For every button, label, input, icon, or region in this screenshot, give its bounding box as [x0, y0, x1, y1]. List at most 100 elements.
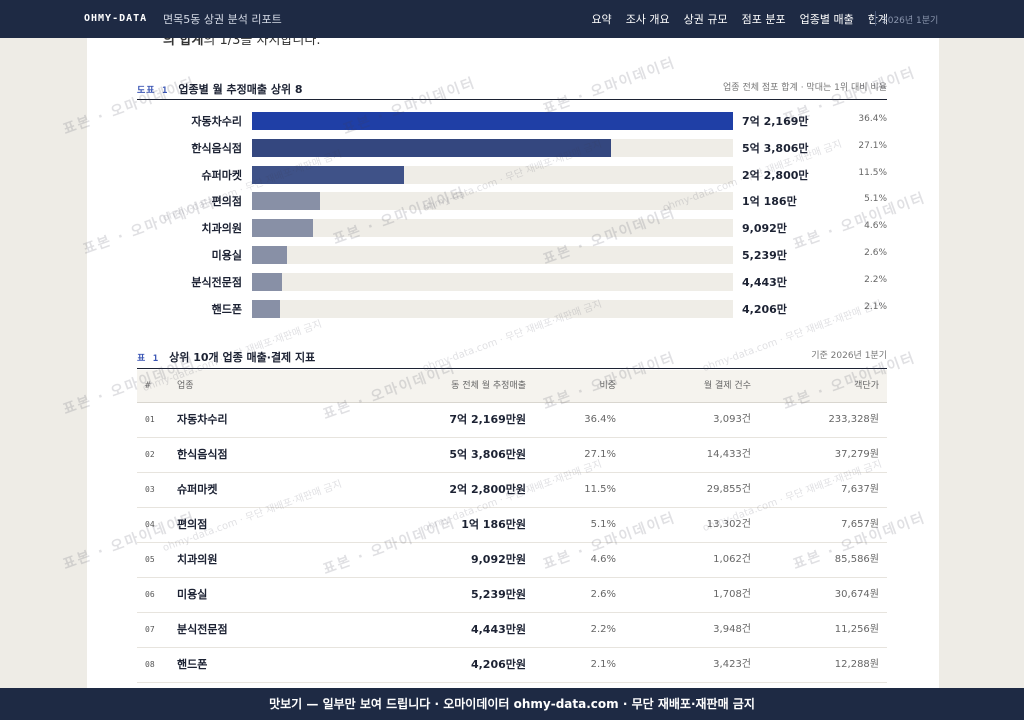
nav-link-scale[interactable]: 상권 규모	[683, 13, 728, 26]
bar-share-label: 4.6%	[864, 221, 887, 232]
cell-avg-ticket: 12,288원	[834, 659, 879, 670]
bar-value-label: 4,206만	[742, 302, 787, 316]
cell-rank: 02	[145, 450, 155, 459]
bar-track	[252, 299, 733, 318]
bar-row: 슈퍼마켓 2억 2,800만 11.5%	[137, 164, 887, 186]
bar	[252, 219, 313, 238]
bar-row: 핸드폰 4,206만 2.1%	[137, 298, 887, 320]
bar-value-label: 7억 2,169만	[742, 115, 809, 128]
cell-avg-ticket: 233,328원	[828, 414, 879, 425]
bar	[252, 112, 733, 130]
bar-category-label: 편의점	[211, 195, 242, 209]
bar-share-label: 2.6%	[864, 248, 887, 258]
cell-share: 27.1%	[584, 449, 616, 460]
cell-share: 2.2%	[590, 624, 616, 635]
figure-note: 업종 전체 점포 합계 · 막대는 1위 대비 비율	[723, 83, 887, 93]
nav-links: 요약 조사 개요 상권 규모 점포 분포 업종별 매출 한계	[577, 11, 888, 27]
bar-value-label: 5,239만	[742, 249, 787, 262]
table-body: 01 자동차수리 7억 2,169만원 36.4% 3,093건 233,328원 02 한식…	[137, 403, 887, 683]
col-header-rank: #	[145, 381, 151, 391]
cell-rank: 05	[145, 555, 155, 564]
nav-link-distribution[interactable]: 점포 분포	[741, 13, 786, 26]
cell-share: 36.4%	[584, 414, 616, 425]
cell-rank: 08	[145, 660, 155, 669]
bar-row: 미용실 5,239만 2.6%	[137, 244, 887, 266]
table-row: 04 편의점 1억 186만원 5.1% 13,302건 7,657원	[137, 508, 887, 543]
cell-rank: 07	[145, 625, 155, 634]
cell-sales: 5억 3,806만원	[449, 448, 526, 461]
cell-avg-ticket: 11,256원	[834, 624, 879, 635]
cell-avg-ticket: 37,279원	[834, 449, 879, 460]
report-page: 의 합계의 1/3을 차지합니다. 도표 1 업종별 월 추정매출 상위 8 업종…	[87, 38, 939, 688]
nav-divider	[875, 11, 876, 26]
cell-rank: 04	[145, 520, 155, 529]
figure-title: 업종별 월 추정매출 상위 8	[178, 83, 303, 96]
cell-industry: 자동차수리	[177, 413, 228, 426]
table-row: 03 슈퍼마켓 2억 2,800만원 11.5% 29,855건 7,637원	[137, 473, 887, 508]
preview-banner: 맛보기 — 일부만 보여 드립니다 · 오마이데이터 ohmy-data.com…	[0, 688, 1024, 720]
bar-row: 한식음식점 5억 3,806만 27.1%	[137, 137, 887, 159]
figure-caption: 도표 1 업종별 월 추정매출 상위 8 업종 전체 점포 합계 · 막대는 1위…	[137, 78, 887, 97]
bar-value-label: 4,443만	[742, 275, 787, 289]
cell-share: 2.6%	[590, 589, 616, 600]
table-number: 표 1	[137, 354, 160, 364]
cell-share: 11.5%	[584, 484, 616, 495]
bar	[252, 165, 404, 184]
bar-category-label: 한식음식점	[191, 141, 242, 155]
cell-payments: 14,433건	[706, 449, 751, 460]
table-row: 05 치과의원 9,092만원 4.6% 1,062건 85,586원	[137, 543, 887, 578]
bar-share-label: 2.1%	[864, 301, 887, 312]
col-header-industry: 업종	[177, 381, 194, 391]
cell-rank: 03	[145, 485, 155, 494]
brand-logo[interactable]: OHMY-DATA	[84, 13, 148, 24]
table-rule	[137, 368, 887, 369]
cell-sales: 4,443만원	[470, 623, 526, 636]
bar	[252, 138, 611, 157]
cell-payments: 1,708건	[713, 589, 751, 600]
table-row: 01 자동차수리 7억 2,169만원 36.4% 3,093건 233,328원	[137, 403, 887, 438]
bar-category-label: 핸드폰	[211, 302, 242, 316]
col-header-sales: 동 전체 월 추정매출	[451, 381, 526, 391]
bar-track	[252, 165, 733, 184]
col-header-payments: 월 결제 건수	[703, 381, 751, 391]
bar-category-label: 치과의원	[201, 222, 242, 236]
cell-payments: 29,855건	[706, 484, 751, 495]
bar-track	[252, 219, 733, 238]
banner-text: 맛보기 — 일부만 보여 드립니다 · 오마이데이터 ohmy-data.com…	[269, 697, 755, 711]
bar	[252, 299, 281, 318]
nav-link-sales[interactable]: 업종별 매출	[799, 13, 854, 26]
bar-row: 자동차수리 7억 2,169만 36.4%	[137, 110, 887, 132]
cell-avg-ticket: 85,586원	[834, 554, 879, 565]
cell-industry: 미용실	[177, 588, 208, 601]
cell-sales: 9,092만원	[470, 553, 526, 566]
bar-value-label: 2억 2,800만	[742, 168, 809, 182]
bar-value-label: 1억 186만	[742, 195, 797, 209]
bar-track	[252, 138, 733, 157]
cell-industry: 핸드폰	[177, 658, 208, 671]
cell-share: 2.1%	[590, 659, 616, 670]
bar-category-label: 분식전문점	[191, 275, 242, 289]
nav-link-limits[interactable]: 한계	[867, 13, 888, 26]
cell-payments: 3,423건	[713, 659, 751, 670]
figure-number: 도표 1	[137, 86, 169, 96]
cell-payments: 3,948건	[713, 624, 751, 635]
figure-rule	[137, 99, 887, 100]
table-row: 06 미용실 5,239만원 2.6% 1,708건 30,674원	[137, 578, 887, 613]
bar-row: 분식전문점 4,443만 2.2%	[137, 271, 887, 293]
cell-industry: 한식음식점	[177, 448, 228, 461]
nav-link-overview[interactable]: 조사 개요	[625, 13, 670, 26]
report-title: 면목5동 상권 분석 리포트	[163, 13, 282, 26]
bar-track	[252, 272, 733, 291]
bar-value-label: 9,092만	[742, 222, 787, 236]
cell-avg-ticket: 7,657원	[841, 519, 879, 530]
bar	[252, 192, 320, 211]
lead-bold: 의 합계	[163, 38, 204, 48]
table-row: 07 분식전문점 4,443만원 2.2% 3,948건 11,256원	[137, 613, 887, 648]
bar-value-label: 5억 3,806만	[742, 141, 809, 155]
bar-share-label: 2.2%	[864, 274, 887, 285]
cell-industry: 치과의원	[177, 553, 218, 566]
bar-row: 편의점 1억 186만 5.1%	[137, 190, 887, 212]
bar-row: 치과의원 9,092만 4.6%	[137, 217, 887, 239]
bar-track	[252, 112, 733, 130]
nav-link-summary[interactable]: 요약	[591, 13, 612, 26]
